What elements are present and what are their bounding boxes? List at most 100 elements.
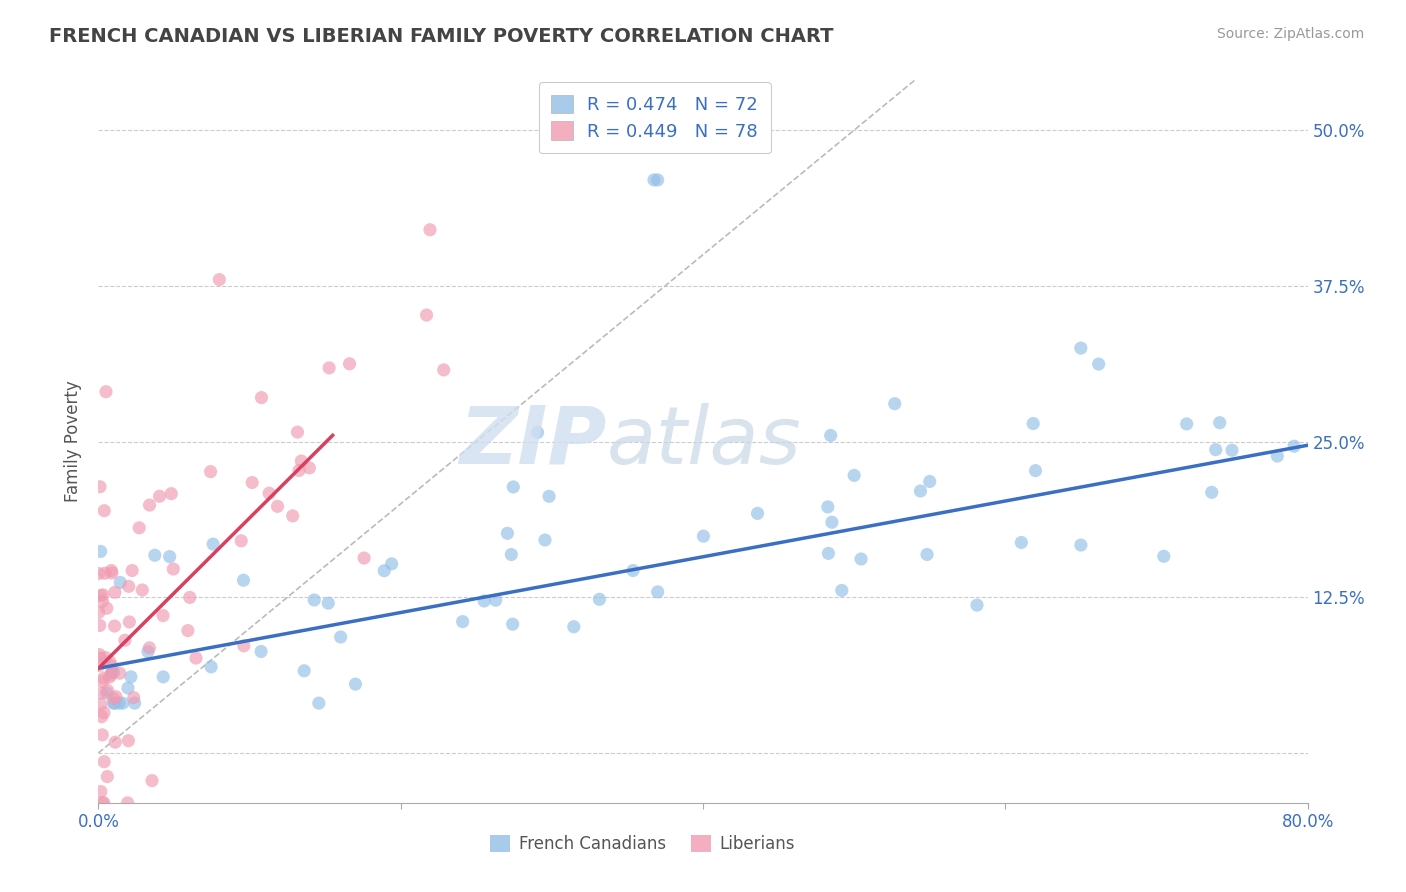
Point (415, 308, 437, 322)
Point (831, 583, 853, 598)
Point (94, 384, 117, 399)
Point (647, 173, 669, 187)
Point (588, 592, 610, 607)
Point (910, 483, 932, 498)
Point (1024, 464, 1046, 478)
Point (89, 658, 111, 673)
Point (87, 606, 110, 620)
Point (240, 475, 263, 490)
Point (202, 537, 225, 551)
Y-axis label: Family Poverty: Family Poverty (65, 381, 83, 502)
Point (104, 696, 127, 710)
Point (138, 640, 160, 655)
Point (250, 644, 273, 658)
Point (159, 549, 181, 564)
Point (290, 454, 312, 468)
Point (184, 651, 207, 665)
Point (1201, 485, 1223, 500)
Point (152, 670, 174, 684)
Point (93, 755, 115, 769)
Point (915, 548, 938, 562)
Point (1010, 535, 1032, 549)
Point (91, 594, 114, 608)
Point (232, 573, 254, 587)
Point (643, 173, 665, 187)
Point (1070, 341, 1092, 355)
Point (100, 564, 122, 578)
Point (308, 696, 330, 710)
Point (179, 591, 201, 605)
Point (114, 633, 136, 648)
Point (100, 667, 122, 681)
Point (93, 706, 115, 720)
Point (103, 619, 125, 633)
Point (1220, 443, 1243, 458)
Point (103, 691, 125, 706)
Point (1070, 538, 1092, 552)
Point (90, 686, 112, 700)
Point (141, 773, 163, 788)
Point (817, 546, 839, 560)
Point (647, 585, 669, 599)
Point (344, 677, 367, 691)
Point (98, 655, 121, 669)
Point (111, 696, 134, 710)
Point (122, 690, 145, 705)
Point (94, 566, 117, 581)
Point (304, 593, 326, 607)
Point (281, 508, 304, 523)
Point (103, 665, 125, 680)
Point (104, 735, 127, 749)
Point (96, 770, 118, 784)
Point (373, 564, 395, 578)
Point (104, 585, 127, 599)
Point (148, 489, 170, 503)
Point (381, 557, 404, 571)
Point (97, 683, 120, 698)
Point (93, 671, 115, 685)
Point (100, 665, 122, 680)
Point (90, 589, 112, 603)
Point (118, 579, 141, 593)
Point (110, 575, 132, 590)
Point (883, 397, 905, 411)
Point (90, 698, 112, 712)
Point (817, 500, 839, 514)
Point (292, 664, 315, 678)
Point (89, 648, 111, 662)
Point (849, 552, 872, 566)
Point (87, 566, 110, 581)
Point (821, 515, 844, 529)
Point (90, 784, 112, 798)
Point (160, 486, 183, 500)
Point (117, 681, 139, 695)
Point (90, 544, 112, 558)
Point (257, 486, 280, 500)
Point (96, 601, 118, 615)
Point (90, 710, 112, 724)
Point (1209, 416, 1232, 430)
Point (692, 529, 714, 543)
Point (820, 428, 842, 442)
Point (562, 620, 585, 634)
Point (101, 659, 124, 673)
Point (118, 615, 141, 629)
Point (101, 566, 124, 580)
Point (89, 618, 111, 632)
Point (250, 391, 273, 405)
Point (91, 796, 114, 810)
Point (534, 533, 557, 547)
Point (621, 564, 644, 578)
Point (266, 500, 288, 514)
Point (288, 463, 311, 477)
Point (104, 690, 127, 704)
Point (485, 593, 508, 607)
Point (316, 596, 339, 610)
Point (1022, 417, 1045, 431)
Point (1282, 439, 1305, 453)
Point (419, 223, 441, 237)
Point (918, 475, 941, 489)
Point (128, 521, 150, 535)
Point (844, 468, 866, 483)
Point (747, 507, 769, 521)
